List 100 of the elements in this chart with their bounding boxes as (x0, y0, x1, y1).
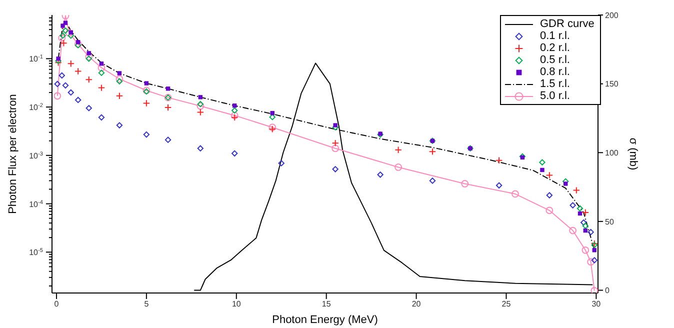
y-tick-label: 10$^{-1}$ (29, 54, 43, 64)
point (394, 146, 402, 154)
point (333, 123, 338, 128)
point (569, 226, 577, 234)
point (232, 104, 237, 108)
y2-tick-label: 100 (605, 148, 619, 158)
x-tick-label: 25 (502, 300, 512, 309)
point (116, 122, 123, 128)
point (85, 76, 92, 84)
point (85, 52, 93, 60)
point (144, 81, 149, 86)
point (570, 202, 576, 208)
point (197, 145, 204, 152)
point (576, 205, 584, 212)
x-tick-label: 5 (144, 300, 150, 309)
point (143, 131, 150, 138)
point (58, 72, 65, 79)
y-tick-label: 10$^{-2}$ (29, 103, 43, 112)
point (578, 211, 582, 216)
x-tick-label: 20 (412, 300, 422, 309)
legend-label: GDR curve (540, 18, 594, 30)
legend-label: 0.5 r.l. (540, 54, 570, 66)
point (76, 40, 80, 44)
point (98, 70, 105, 76)
point (332, 166, 338, 172)
x-axis-title: Photon Energy (MeV) (272, 314, 378, 326)
point (116, 78, 123, 84)
point (587, 258, 595, 266)
point (68, 89, 74, 96)
point (590, 286, 598, 293)
point (512, 190, 519, 198)
point (117, 71, 122, 76)
y2-tick-label: 150 (605, 80, 619, 89)
point (580, 219, 587, 226)
y2-tick-label: 200 (605, 10, 619, 20)
point (583, 228, 588, 233)
legend-label: 0.2 r.l. (540, 42, 570, 54)
point (86, 56, 92, 62)
point (74, 68, 82, 75)
point (495, 156, 503, 164)
x-tick-label: 30 (592, 300, 602, 309)
point (63, 20, 68, 25)
point (496, 182, 502, 188)
point (196, 108, 204, 116)
point (332, 144, 340, 152)
point (56, 56, 60, 61)
point (540, 168, 544, 172)
point (582, 246, 590, 254)
legend-label: 5.0 r.l. (540, 90, 570, 102)
point (582, 208, 590, 216)
y2-tick-label: 0 (605, 286, 610, 296)
point (164, 104, 172, 112)
point (588, 228, 594, 236)
point (546, 206, 554, 214)
point (166, 86, 170, 91)
x-tick-label: 15 (322, 300, 332, 309)
point (428, 148, 436, 156)
point (394, 164, 402, 171)
y-tick-label: 10$^{-5}$ (29, 248, 43, 258)
point (197, 101, 204, 108)
point (572, 186, 580, 194)
point (564, 182, 568, 186)
point (98, 84, 106, 92)
point (62, 28, 69, 34)
point (539, 159, 546, 166)
point (116, 92, 124, 100)
point (54, 80, 60, 88)
point (461, 180, 469, 188)
point (582, 222, 589, 229)
y-axis-title: Photon Flux per electron (6, 94, 19, 214)
point (429, 178, 436, 184)
point (99, 62, 104, 66)
point (60, 39, 68, 47)
point (60, 32, 66, 39)
point (591, 257, 598, 264)
y-tick-label: 10$^{-4}$ (29, 200, 43, 209)
point (546, 172, 554, 179)
point (592, 248, 596, 252)
point (546, 192, 553, 198)
point (67, 60, 74, 68)
point (62, 82, 69, 89)
point (142, 100, 150, 107)
point (74, 96, 82, 104)
point (196, 102, 204, 110)
y-tick-label: 10$^{-3}$ (29, 151, 43, 160)
point (116, 75, 124, 83)
y2-tick-label: 50 (605, 217, 614, 226)
point (58, 34, 66, 42)
point (232, 150, 238, 157)
point (86, 51, 91, 56)
point (98, 114, 105, 121)
point (198, 95, 203, 100)
x-tick-label: 10 (232, 300, 242, 309)
point (270, 110, 274, 116)
point (278, 160, 284, 166)
point (332, 139, 339, 147)
point (232, 107, 238, 114)
point (98, 64, 106, 72)
point (377, 172, 384, 178)
y2-axis-title: σ (mb) (627, 138, 640, 170)
